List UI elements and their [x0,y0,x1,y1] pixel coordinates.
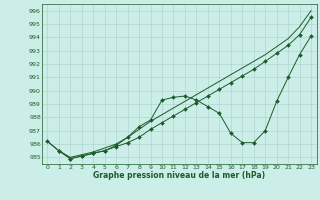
X-axis label: Graphe pression niveau de la mer (hPa): Graphe pression niveau de la mer (hPa) [93,171,265,180]
